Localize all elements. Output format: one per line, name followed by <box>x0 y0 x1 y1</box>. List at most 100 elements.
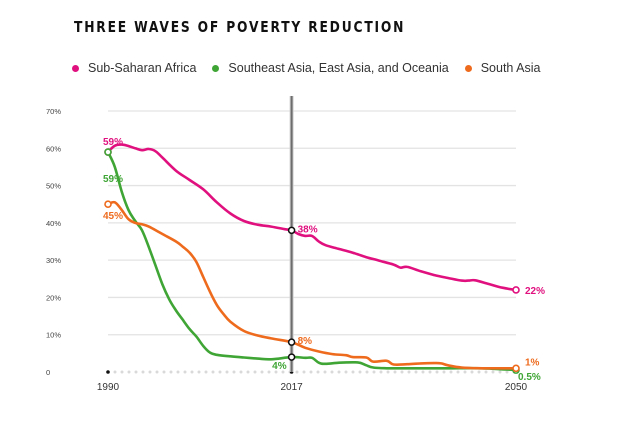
baseline-dot <box>204 370 208 374</box>
baseline-dot <box>260 370 264 374</box>
gridlines <box>108 110 516 336</box>
baseline-dot <box>477 370 481 374</box>
data-label: 4% <box>272 361 287 372</box>
legend-item-southeast-asia: Southeast Asia, East Asia, and Oceania <box>212 61 449 75</box>
baseline-dot <box>281 370 285 374</box>
legend-item-south-asia: South Asia <box>464 61 541 75</box>
baseline-dot <box>358 370 362 374</box>
y-tick-label: 60% <box>46 144 61 153</box>
legend-label: Southeast Asia, East Asia, and Oceania <box>228 61 449 75</box>
baseline-dot <box>435 370 439 374</box>
baseline-start-dot <box>106 370 110 374</box>
baseline-dot <box>463 370 467 374</box>
baseline-dot <box>225 370 229 374</box>
y-tick-label: 50% <box>46 182 61 191</box>
legend-dot-icon <box>464 64 472 72</box>
y-tick-label: 70% <box>46 107 61 116</box>
baseline-dot <box>267 370 271 374</box>
baseline-dot <box>372 370 376 374</box>
x-axis-dotted-baseline <box>106 370 516 374</box>
data-labels: 59% 59% 45% 38% 8% 4% 22% 1% 0.5% <box>103 137 545 383</box>
baseline-dot <box>120 370 124 374</box>
baseline-dot <box>162 370 166 374</box>
baseline-dot <box>253 370 257 374</box>
baseline-dot <box>197 370 201 374</box>
legend-label: South Asia <box>480 61 541 75</box>
baseline-dot <box>218 370 222 374</box>
y-tick-label: 40% <box>46 219 61 228</box>
data-markers <box>104 148 520 374</box>
baseline-dot <box>421 370 425 374</box>
baseline-dot <box>393 370 397 374</box>
x-axis-ticks: 1990 2017 2050 <box>97 382 528 393</box>
series-line-sub-saharan-africa <box>106 143 518 292</box>
baseline-dot <box>127 370 131 374</box>
baseline-dot <box>232 370 236 374</box>
chart-title: THREE WAVES OF POVERTY REDUCTION <box>74 18 406 36</box>
y-tick-label: 30% <box>46 256 61 265</box>
baseline-dot <box>505 370 509 374</box>
baseline-dot <box>134 370 138 374</box>
baseline-dot <box>113 370 117 374</box>
highlight-marker <box>287 353 296 361</box>
endpoint-marker <box>512 364 520 373</box>
baseline-dot <box>414 370 418 374</box>
baseline-dot <box>337 370 341 374</box>
baseline-dot <box>456 370 460 374</box>
x-tick-label: 1990 <box>97 382 120 393</box>
baseline-dot <box>141 370 145 374</box>
baseline-dot <box>484 370 488 374</box>
baseline-dot <box>183 370 187 374</box>
series-line-south-asia <box>106 200 518 370</box>
legend-dot-icon <box>212 64 220 72</box>
legend-item-sub-saharan-africa: Sub-Saharan Africa <box>72 61 196 75</box>
highlight-marker <box>287 338 296 346</box>
baseline-dot <box>400 370 404 374</box>
baseline-dot <box>491 370 495 374</box>
baseline-dot <box>309 370 313 374</box>
baseline-dot <box>190 370 194 374</box>
baseline-dot <box>211 370 215 374</box>
baseline-dot <box>379 370 383 374</box>
baseline-dot <box>302 370 306 374</box>
baseline-dot <box>176 370 180 374</box>
endpoint-marker <box>104 200 112 209</box>
baseline-dot <box>295 370 299 374</box>
x-tick-label: 2017 <box>280 382 303 393</box>
baseline-dot <box>239 370 243 374</box>
baseline-dot <box>274 370 278 374</box>
baseline-dot <box>169 370 173 374</box>
legend-label: Sub-Saharan Africa <box>88 61 197 75</box>
baseline-dot <box>365 370 369 374</box>
baseline-dot <box>351 370 355 374</box>
data-label: 8% <box>298 336 313 347</box>
baseline-dot <box>330 370 334 374</box>
legend-dot-icon <box>72 64 79 72</box>
endpoint-marker <box>104 148 112 156</box>
y-tick-label: 20% <box>46 293 61 302</box>
baseline-dot <box>407 370 411 374</box>
highlight-marker <box>287 226 296 235</box>
baseline-dot <box>344 370 348 374</box>
data-label: 59% <box>103 174 123 185</box>
baseline-dot <box>323 370 327 374</box>
baseline-dot <box>428 370 432 374</box>
series-lines <box>106 143 518 372</box>
baseline-dot <box>498 370 502 374</box>
y-tick-label: 0 <box>46 368 50 377</box>
data-label: 38% <box>298 224 318 235</box>
x-tick-label: 2050 <box>505 382 528 393</box>
endpoint-marker <box>512 286 520 294</box>
baseline-dot <box>246 370 250 374</box>
data-label: 45% <box>103 211 123 222</box>
data-label: 59% <box>103 137 123 148</box>
data-label: 0.5% <box>518 372 541 383</box>
data-label: 1% <box>525 357 540 368</box>
chart-legend: Sub-Saharan Africa Southeast Asia, East … <box>72 61 556 75</box>
baseline-dot <box>316 370 320 374</box>
baseline-dot <box>442 370 446 374</box>
y-axis-ticks: 0 10% 20% 30% 40% 50% 60% 70% <box>46 107 61 377</box>
series-line-southeast-asia-east-asia-and-oceania <box>106 150 518 372</box>
baseline-dot <box>148 370 152 374</box>
